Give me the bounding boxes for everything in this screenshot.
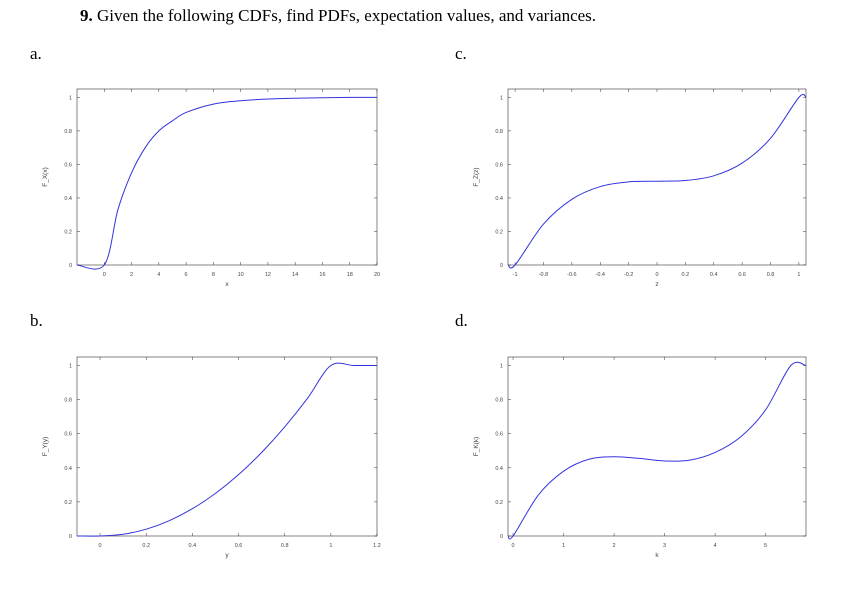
cdf-curve-d bbox=[507, 361, 807, 540]
cdf-curve-b bbox=[76, 362, 377, 537]
y-axis-label-c: F_Z(z) bbox=[473, 167, 480, 186]
y-tick-label: 0 bbox=[500, 263, 503, 269]
y-tick-label: 0.4 bbox=[495, 466, 503, 472]
y-tick-label: 0.8 bbox=[495, 129, 503, 135]
x-tick-label: 1 bbox=[329, 543, 332, 549]
y-tick-label: 0.8 bbox=[495, 398, 503, 404]
x-tick-label: -1 bbox=[513, 272, 518, 278]
panel-label-d: d. bbox=[455, 311, 468, 330]
x-tick-label: 1 bbox=[562, 543, 565, 549]
y-tick-label: 0.2 bbox=[495, 500, 503, 506]
x-axis-label-b: y bbox=[225, 552, 229, 559]
x-tick-label: 0.2 bbox=[682, 272, 690, 278]
cdf-curve-a bbox=[76, 96, 378, 270]
x-tick-label: 0.4 bbox=[710, 272, 718, 278]
x-tick-label: 1.2 bbox=[373, 543, 381, 549]
x-tick-label: 12 bbox=[265, 272, 271, 278]
y-axis-label-b: F_Y(y) bbox=[42, 437, 49, 457]
x-tick-label: 2 bbox=[613, 543, 616, 549]
x-tick-label: 0.6 bbox=[738, 272, 746, 278]
x-axis-label-a: x bbox=[225, 281, 229, 288]
y-tick-label: 1 bbox=[500, 95, 503, 101]
x-tick-label: 2 bbox=[130, 272, 133, 278]
plot-frame-a bbox=[76, 88, 378, 266]
x-tick-label: 18 bbox=[347, 272, 353, 278]
x-tick-label: 1 bbox=[797, 272, 800, 278]
y-tick-label: 1 bbox=[69, 364, 72, 370]
y-tick-label: 0.6 bbox=[495, 162, 503, 168]
x-tick-label: -0.8 bbox=[539, 272, 548, 278]
y-tick-label: 0 bbox=[69, 534, 72, 540]
x-tick-label: -0.4 bbox=[595, 272, 604, 278]
x-tick-label: 20 bbox=[374, 272, 380, 278]
x-tick-label: 0.4 bbox=[189, 543, 197, 549]
x-tick-label: 0 bbox=[655, 272, 658, 278]
plot-frame-c bbox=[507, 88, 807, 266]
problem-text: Given the following CDFs, find PDFs, exp… bbox=[97, 6, 597, 25]
x-tick-label: 4 bbox=[714, 543, 717, 549]
x-tick-label: 0 bbox=[103, 272, 106, 278]
y-tick-label: 0.2 bbox=[64, 500, 72, 506]
x-axis-label-c: z bbox=[655, 281, 658, 288]
x-tick-label: 3 bbox=[663, 543, 666, 549]
panel-label-a: a. bbox=[30, 44, 42, 63]
cdf-curve-c bbox=[507, 93, 807, 269]
y-tick-label: 0 bbox=[500, 534, 503, 540]
y-tick-label: 0.8 bbox=[64, 129, 72, 135]
x-tick-label: 0.8 bbox=[767, 272, 775, 278]
y-tick-label: 0.2 bbox=[64, 229, 72, 235]
y-tick-label: 0.4 bbox=[495, 196, 503, 202]
x-tick-label: 8 bbox=[212, 272, 215, 278]
plot-frame-b bbox=[76, 356, 378, 537]
y-tick-label: 1 bbox=[69, 95, 72, 101]
x-tick-label: 0.8 bbox=[281, 543, 289, 549]
y-axis-label-d: F_K(k) bbox=[473, 437, 480, 457]
x-tick-label: 16 bbox=[319, 272, 325, 278]
panel-label-b: b. bbox=[30, 311, 43, 330]
x-tick-label: -0.6 bbox=[567, 272, 576, 278]
y-tick-label: 0.6 bbox=[64, 432, 72, 438]
x-tick-label: 0.6 bbox=[235, 543, 243, 549]
x-tick-label: 14 bbox=[292, 272, 298, 278]
x-tick-label: 0.2 bbox=[142, 543, 150, 549]
x-axis-label-d: k bbox=[655, 552, 659, 559]
y-tick-label: 0.4 bbox=[64, 466, 72, 472]
x-tick-label: 6 bbox=[185, 272, 188, 278]
x-tick-label: 0 bbox=[99, 543, 102, 549]
panel-label-c: c. bbox=[455, 44, 467, 63]
y-tick-label: 0.4 bbox=[64, 196, 72, 202]
y-tick-label: 0.6 bbox=[495, 432, 503, 438]
y-tick-label: 0.6 bbox=[64, 162, 72, 168]
problem-heading: 9. Given the following CDFs, find PDFs, … bbox=[80, 6, 596, 26]
y-tick-label: 0 bbox=[69, 263, 72, 269]
x-tick-label: 5 bbox=[764, 543, 767, 549]
x-tick-label: 4 bbox=[157, 272, 160, 278]
problem-number: 9. bbox=[80, 6, 93, 25]
plot-frame-d bbox=[507, 356, 807, 537]
x-tick-label: -0.2 bbox=[624, 272, 633, 278]
y-axis-label-a: F_X(x) bbox=[42, 167, 49, 187]
y-tick-label: 1 bbox=[500, 364, 503, 370]
y-tick-label: 0.8 bbox=[64, 398, 72, 404]
x-tick-label: 0 bbox=[512, 543, 515, 549]
x-tick-label: 10 bbox=[238, 272, 244, 278]
y-tick-label: 0.2 bbox=[495, 229, 503, 235]
